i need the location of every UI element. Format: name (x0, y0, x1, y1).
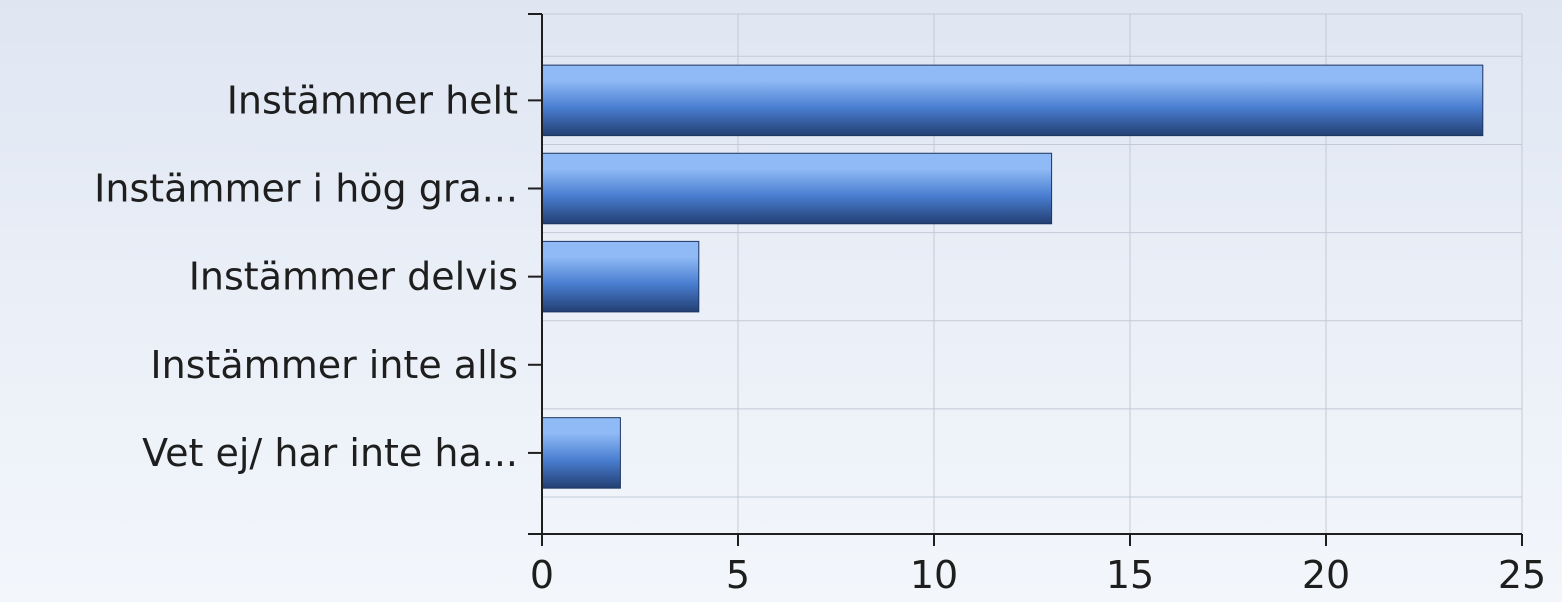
bar (541, 240, 700, 313)
bars (541, 64, 1484, 489)
x-tick-label: 10 (910, 553, 958, 597)
category-label: Instämmer i hög gra... (94, 167, 518, 211)
category-label: Instämmer helt (227, 78, 518, 122)
bar (541, 152, 1053, 225)
category-label: Instämmer delvis (189, 255, 518, 299)
bar (541, 417, 621, 489)
x-tick-label: 20 (1302, 553, 1350, 597)
labels: Instämmer helt Instämmer i hög gra... Inst… (94, 78, 1546, 597)
category-label: Vet ej/ har inte ha... (142, 431, 518, 475)
grid-lines (542, 13, 1523, 534)
x-tick-label: 5 (726, 553, 750, 597)
bar (541, 64, 1484, 137)
x-tick-label: 15 (1106, 553, 1154, 597)
x-tick-label: 0 (530, 553, 554, 597)
x-tick-label: 25 (1498, 553, 1546, 597)
category-label: Instämmer inte alls (150, 343, 518, 387)
axes (528, 13, 1523, 546)
